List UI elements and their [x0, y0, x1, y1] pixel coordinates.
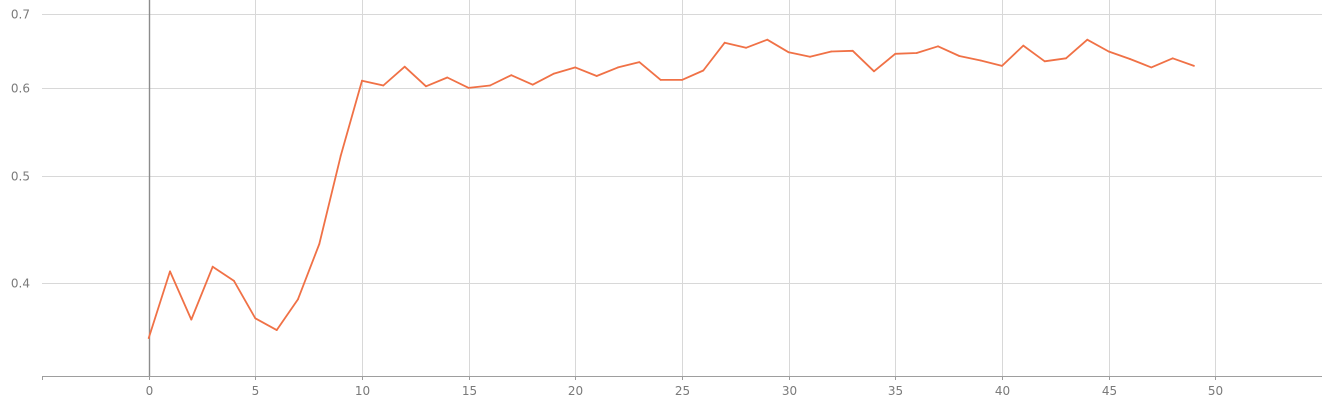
data-point [382, 84, 385, 87]
data-point [190, 318, 193, 321]
data-point [339, 155, 342, 157]
x-tick-label: 10 [355, 384, 370, 398]
data-point [489, 84, 491, 87]
data-point [446, 76, 449, 79]
data-point [1065, 57, 1067, 60]
data-point [766, 38, 769, 41]
data-point [211, 265, 214, 268]
x-tick-label: 50 [1208, 384, 1223, 398]
data-point [809, 55, 811, 58]
x-tick-label: 45 [1102, 384, 1117, 398]
data-point [787, 51, 790, 54]
data-point [723, 41, 726, 44]
data-point [254, 317, 257, 320]
y-tick-label: 0.6 [11, 82, 30, 96]
series-layer [147, 38, 1195, 339]
data-point [681, 79, 683, 81]
data-point [467, 87, 470, 89]
data-point [1022, 44, 1025, 47]
data-point [1043, 60, 1046, 63]
tick-labels: 0.4 0.5 0.6 0.7 0 5 10 15 20 25 30 35 40 45 50 [11, 8, 1223, 399]
data-point [894, 52, 897, 55]
data-point [169, 270, 171, 273]
data-point [297, 298, 299, 301]
data-point [659, 79, 662, 81]
series-line [147, 38, 1195, 339]
data-point [233, 280, 235, 282]
axis-layer [42, 0, 1322, 380]
data-point [574, 66, 577, 69]
data-point [275, 329, 278, 331]
data-point [1086, 38, 1089, 41]
data-point [745, 46, 747, 49]
data-point [147, 337, 150, 339]
data-point [873, 70, 875, 73]
y-tick-label: 0.4 [11, 277, 30, 291]
grid-layer [42, 0, 1322, 376]
y-tick-label: 0.7 [11, 8, 30, 22]
data-point [361, 79, 363, 82]
x-tick-label: 30 [782, 384, 797, 398]
data-point [531, 83, 534, 86]
data-point [403, 65, 406, 68]
data-point [638, 61, 641, 63]
x-tick-label: 25 [675, 384, 690, 398]
data-point [1150, 66, 1153, 69]
x-tick-label: 5 [252, 384, 260, 398]
x-tick-label: 0 [146, 384, 154, 398]
data-point [851, 49, 854, 52]
data-point [1193, 65, 1195, 67]
data-point [510, 74, 513, 77]
data-point [617, 66, 619, 69]
x-tick-label: 20 [568, 384, 583, 398]
data-point [1129, 58, 1131, 60]
y-tick-label: 0.5 [11, 170, 30, 184]
x-tick-label: 15 [462, 384, 477, 398]
data-point [1171, 57, 1174, 60]
data-point [958, 55, 961, 57]
data-point [318, 243, 321, 245]
data-point [937, 45, 939, 48]
data-point [1107, 50, 1110, 53]
data-point [553, 72, 555, 75]
x-tick-label: 35 [888, 384, 903, 398]
data-point [915, 52, 918, 54]
data-point [425, 85, 427, 88]
data-point [979, 59, 982, 62]
data-point [702, 69, 705, 72]
data-point [830, 50, 833, 53]
x-tick-label: 40 [995, 384, 1010, 398]
data-point [1001, 65, 1003, 67]
data-point [595, 75, 598, 77]
